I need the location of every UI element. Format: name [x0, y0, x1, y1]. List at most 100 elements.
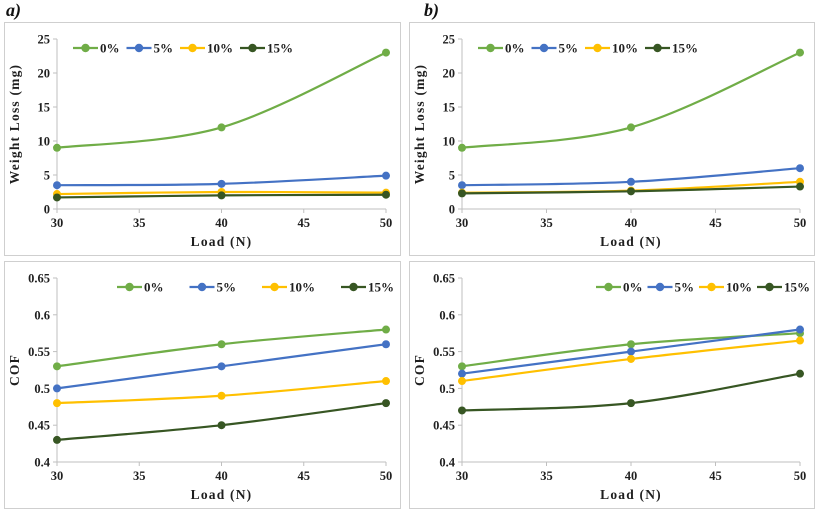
line-chart-svg: 0 5 10 15 20 25 30 35 40 45 50 Load (N) Weight Loss …	[7, 33, 393, 250]
line-chart-svg: 0.4 0.45 0.5 0.55 0.6 0.65 30 35 40 45 50 Load (N) C…	[412, 272, 810, 503]
legend-marker-0%	[125, 282, 134, 292]
y-tick-label: 0.45	[433, 419, 455, 433]
data-point-15%	[53, 193, 61, 202]
legend-label-10%: 10%	[207, 41, 233, 56]
series-line-0%	[460, 51, 802, 149]
y-tick-label: 0.65	[28, 272, 50, 286]
legend-label-10%: 10%	[726, 280, 752, 295]
data-point-5%	[53, 181, 61, 190]
x-tick-label: 45	[709, 216, 722, 230]
legend-marker-10%	[270, 282, 279, 292]
y-tick-label: 0.5	[439, 382, 455, 396]
data-point-5%	[382, 171, 390, 180]
data-point-0%	[382, 48, 390, 57]
data-point-0%	[627, 340, 635, 349]
legend-label-5%: 5%	[559, 41, 579, 56]
data-point-5%	[458, 369, 466, 378]
y-tick-label: 20	[38, 67, 51, 81]
y-tick-label: 0.4	[34, 456, 50, 470]
legend-label-0%: 0%	[623, 280, 643, 295]
x-tick-label: 50	[794, 469, 807, 483]
legend: 0% 5% 10% 15%	[117, 280, 394, 295]
legend-marker-5%	[655, 282, 665, 292]
data-point-15%	[627, 187, 635, 196]
data-point-0%	[53, 362, 61, 371]
data-point-15%	[217, 421, 226, 430]
data-point-5%	[627, 347, 635, 356]
legend-label-10%: 10%	[612, 41, 638, 56]
data-point-15%	[217, 191, 226, 200]
x-tick-label: 35	[133, 469, 146, 483]
x-tick-label: 30	[456, 469, 469, 483]
data-point-5%	[796, 164, 804, 173]
legend-label-15%: 15%	[784, 280, 810, 295]
data-point-10%	[458, 377, 466, 386]
legend-marker-0%	[604, 282, 613, 292]
chart-weight-loss-a: 0 5 10 15 20 25 30 35 40 45 50 Load (N) Weight Loss …	[4, 22, 401, 256]
y-axis-title: Weight Loss (mg)	[412, 64, 427, 184]
y-tick-label: 25	[38, 33, 51, 47]
data-point-5%	[796, 325, 804, 334]
x-tick-label: 35	[540, 216, 553, 230]
legend-marker-15%	[765, 282, 774, 292]
y-axis-title: COF	[412, 354, 427, 386]
legend-marker-15%	[653, 43, 662, 53]
x-tick-label: 40	[625, 216, 638, 230]
y-axis-title: COF	[7, 354, 22, 386]
x-tick-label: 30	[51, 216, 64, 230]
y-tick-label: 0.55	[28, 345, 50, 359]
x-tick-label: 40	[625, 469, 638, 483]
x-tick-label: 50	[380, 216, 393, 230]
x-tick-label: 35	[540, 469, 553, 483]
x-axis-title: Load (N)	[600, 234, 662, 249]
data-point-0%	[217, 123, 226, 132]
data-point-10%	[627, 354, 635, 363]
y-tick-label: 10	[38, 135, 51, 149]
chart-cof-b: 0.4 0.45 0.5 0.55 0.6 0.65 30 35 40 45 50 Load (N) C…	[409, 261, 815, 509]
y-tick-label: 25	[443, 33, 456, 47]
x-tick-label: 50	[380, 469, 393, 483]
x-tick-label: 45	[298, 216, 311, 230]
x-tick-label: 40	[215, 469, 228, 483]
data-point-5%	[382, 340, 390, 349]
data-point-10%	[382, 377, 390, 386]
x-tick-label: 50	[794, 216, 807, 230]
line-chart-svg: 0.4 0.45 0.5 0.55 0.6 0.65 30 35 40 45 50 Load (N) C…	[7, 272, 394, 503]
panel-label-a: a)	[6, 0, 21, 20]
x-tick-label: 30	[456, 216, 469, 230]
data-point-15%	[53, 435, 61, 444]
legend: 0% 5% 10% 15%	[478, 41, 698, 56]
data-point-10%	[217, 391, 226, 400]
legend-label-5%: 5%	[154, 41, 174, 56]
chart-weight-loss-b: 0 5 10 15 20 25 30 35 40 45 50 Load (N) Weight Loss …	[409, 22, 815, 256]
data-point-15%	[627, 399, 635, 408]
y-tick-label: 15	[38, 101, 51, 115]
data-point-15%	[458, 189, 466, 198]
y-tick-label: 0.4	[439, 456, 455, 470]
legend-marker-10%	[593, 43, 602, 53]
y-tick-label: 20	[443, 67, 456, 81]
x-tick-label: 35	[133, 216, 146, 230]
legend-marker-5%	[197, 282, 207, 292]
data-point-5%	[627, 177, 635, 186]
x-tick-label: 45	[709, 469, 722, 483]
legend-label-5%: 5%	[675, 280, 695, 295]
legend-marker-10%	[188, 43, 197, 53]
y-tick-label: 15	[443, 101, 456, 115]
series-line-0%	[55, 51, 388, 149]
data-point-10%	[796, 336, 804, 345]
legend-marker-5%	[134, 43, 144, 53]
data-point-5%	[217, 362, 226, 371]
legend-label-15%: 15%	[672, 41, 698, 56]
legend-marker-0%	[486, 43, 495, 53]
y-tick-label: 0.5	[34, 382, 50, 396]
chart-cof-a: 0.4 0.45 0.5 0.55 0.6 0.65 30 35 40 45 50 Load (N) C…	[4, 261, 401, 509]
data-point-0%	[458, 143, 466, 152]
y-tick-label: 0.6	[439, 308, 455, 322]
legend-label-10%: 10%	[289, 280, 315, 295]
data-point-0%	[382, 325, 390, 334]
x-axis-title: Load (N)	[600, 487, 662, 502]
legend-label-15%: 15%	[368, 280, 394, 295]
legend-label-0%: 0%	[505, 41, 525, 56]
